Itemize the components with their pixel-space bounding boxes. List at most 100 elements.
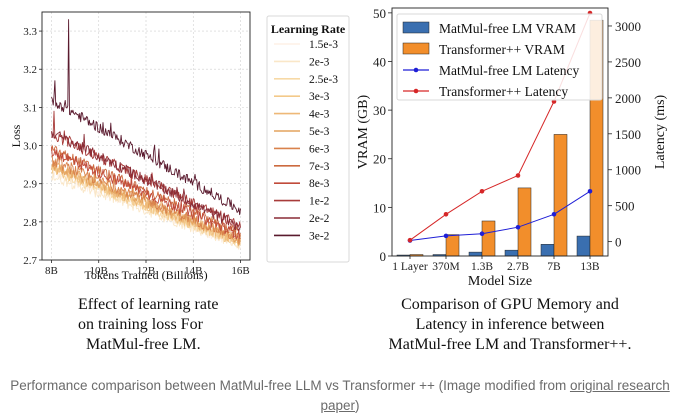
size-x-axis-label: Model Size xyxy=(468,274,532,289)
vram-bar xyxy=(481,220,496,257)
latency-legend-marker xyxy=(413,67,419,73)
loss-ytick-label: 3.0 xyxy=(23,141,37,153)
vram-legend-box xyxy=(396,13,603,101)
vram-ytick-label: 50 xyxy=(373,6,386,21)
latency-point xyxy=(479,231,485,237)
legend-label: 2e-2 xyxy=(309,213,330,225)
vram-y-axis-label: VRAM (GB) xyxy=(356,95,371,170)
vram-legend-label: MatMul-free LM VRAM xyxy=(439,21,576,36)
latency-point xyxy=(551,212,557,217)
vram-legend-label: MatMul-free LM Latency xyxy=(439,63,579,78)
right-caption-line-3: MatMul-free LM and Transformer++. xyxy=(388,336,632,353)
left-caption-line-3: MatMul-free LM. xyxy=(86,336,201,353)
vram-plot-frame xyxy=(391,7,609,257)
loss-x-axis-label: Tokens Trained (Billions) xyxy=(84,268,207,282)
loss-ytick-label: 2.9 xyxy=(23,179,37,191)
legend-label: 6e-3 xyxy=(309,143,330,155)
legend-label: 5e-3 xyxy=(309,126,330,138)
legend-label: 1.5e-3 xyxy=(309,39,338,51)
legend-title: Learning Rate xyxy=(271,22,346,36)
right-chart-caption: Comparison of GPU Memory and Latency in … xyxy=(370,295,650,355)
left-caption-line-2: on training loss For xyxy=(78,316,203,333)
latency-line xyxy=(409,190,591,241)
latency-ytick-label: 1500 xyxy=(615,127,641,142)
latency-y-axis-label: Latency (ms) xyxy=(653,95,668,170)
image-footer-caption: Performance comparison between MatMul-fr… xyxy=(0,376,680,416)
vram-legend-label: Transformer++ VRAM xyxy=(439,42,565,57)
vram-bar xyxy=(504,249,519,257)
vram-ytick-label: 40 xyxy=(373,54,386,69)
loss-xtick-label: 12B xyxy=(137,265,155,277)
latency-point xyxy=(515,224,521,230)
vram-ytick-label: 30 xyxy=(373,103,386,118)
vram-legend-swatch xyxy=(402,42,430,55)
left-caption-line-1: Effect of learning rate xyxy=(78,296,219,313)
loss-ytick-label: 3.2 xyxy=(23,64,37,76)
right-caption-line-1: Comparison of GPU Memory and xyxy=(401,296,619,313)
loss-ytick-label: 2.8 xyxy=(23,217,37,229)
size-xtick-label: 1 Layer xyxy=(392,261,428,273)
legend-label: 3e-2 xyxy=(309,230,330,242)
vram-ytick-label: 10 xyxy=(373,200,386,215)
right-caption-line-2: Latency in inference between xyxy=(415,316,605,333)
latency-ytick-label: 2500 xyxy=(615,55,641,70)
latency-point xyxy=(515,173,521,178)
loss-xtick-label: 16B xyxy=(231,265,249,277)
legend-label: 3e-3 xyxy=(309,91,330,103)
left-chart-caption: Effect of learning rate on training loss… xyxy=(78,295,278,355)
loss-y-axis-label: Loss xyxy=(9,124,23,147)
vram-bar xyxy=(540,244,555,257)
latency-point xyxy=(443,233,449,239)
vram-bar xyxy=(445,234,460,257)
vram-bar xyxy=(553,134,568,257)
loss-ytick-label: 3.3 xyxy=(23,26,37,38)
size-xtick-label: 7B xyxy=(547,261,561,273)
loss-xtick-label: 10B xyxy=(90,265,108,277)
latency-ytick-label: 2000 xyxy=(615,91,641,106)
latency-ytick-label: 3000 xyxy=(615,19,641,34)
latency-legend-marker xyxy=(413,88,419,94)
loss-plot-frame xyxy=(41,11,251,261)
loss-ytick-label: 2.7 xyxy=(23,255,37,267)
loss-xtick-label: 8B xyxy=(45,265,58,277)
loss-chart: 2.7 2.8 2.9 3.0 3.1 3.2 3.3 8B 10B 12B 14B 16B Token… xyxy=(9,11,251,282)
legend-label: 8e-3 xyxy=(309,178,330,190)
loss-series-line xyxy=(51,152,241,244)
latency-ytick-label: 500 xyxy=(615,199,635,214)
vram-legend-label: Transformer++ Latency xyxy=(439,84,568,99)
latency-point xyxy=(443,212,449,217)
legend-label: 4e-3 xyxy=(309,109,330,121)
size-xtick-label: 13B xyxy=(580,261,600,273)
loss-series-line xyxy=(51,19,241,216)
latency-ytick-label: 1000 xyxy=(615,163,641,178)
legend-label: 2.5e-3 xyxy=(309,74,338,86)
size-xtick-label: 1.3B xyxy=(471,261,493,273)
footer-text-before: Performance comparison between MatMul-fr… xyxy=(10,378,570,393)
loss-ytick-label: 3.1 xyxy=(23,102,37,114)
loss-series-line xyxy=(51,162,241,244)
vram-ytick-label: 0 xyxy=(380,249,387,264)
vram-bar xyxy=(576,235,591,257)
loss-series-line xyxy=(51,146,241,240)
original-paper-link[interactable]: original research paper xyxy=(320,378,670,413)
vram-bar xyxy=(468,251,483,257)
vram-legend-swatch xyxy=(402,21,430,34)
legend-box xyxy=(266,15,350,263)
latency-point xyxy=(587,189,593,194)
loss-xtick-label: 14B xyxy=(184,265,202,277)
size-xtick-label: 2.7B xyxy=(507,261,529,273)
learning-rate-legend: Learning Rate 1.5e-3 2e-3 2.5e-3 3e-3 4e-3 5e-… xyxy=(266,15,350,263)
size-xtick-label: 370M xyxy=(432,261,459,273)
loss-series-line xyxy=(51,131,241,232)
vram-ytick-label: 20 xyxy=(373,152,386,167)
legend-label: 2e-3 xyxy=(309,56,330,68)
legend-label: 1e-2 xyxy=(309,196,330,208)
latency-point xyxy=(479,189,485,194)
vram-bar xyxy=(517,187,532,257)
latency-point xyxy=(407,237,413,243)
footer-text-after: ) xyxy=(355,398,360,413)
latency-ytick-label: 0 xyxy=(615,235,622,250)
